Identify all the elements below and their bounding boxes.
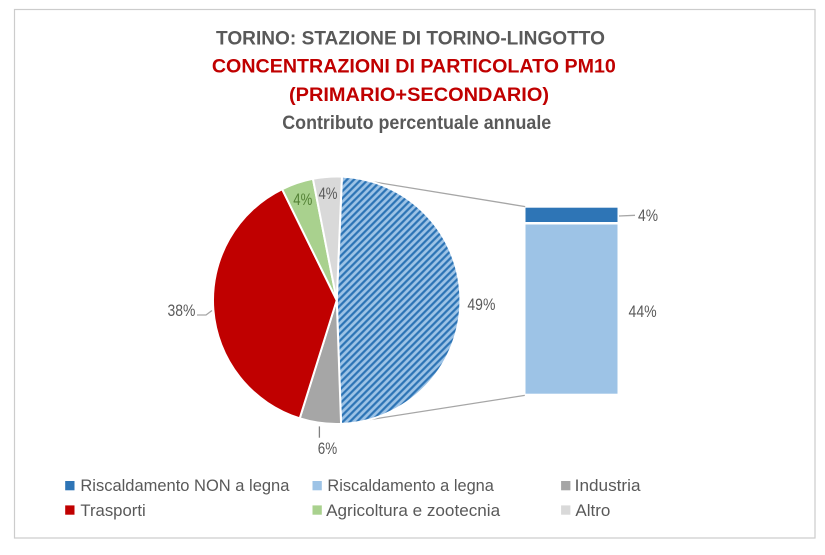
svg-text:Contributo percentuale annuale: Contributo percentuale annuale	[282, 113, 551, 134]
svg-text:49%: 49%	[467, 295, 495, 314]
svg-text:Riscaldamento NON a legna: Riscaldamento NON a legna	[80, 476, 290, 495]
svg-text:Industria: Industria	[575, 476, 641, 495]
svg-text:Riscaldamento a legna: Riscaldamento a legna	[327, 476, 494, 495]
svg-text:Altro: Altro	[575, 501, 610, 520]
svg-text:CONCENTRAZIONI DI PARTICOLATO: CONCENTRAZIONI DI PARTICOLATO PM10	[212, 57, 616, 78]
svg-text:Agricoltura e zootecnia: Agricoltura e zootecnia	[326, 501, 501, 520]
svg-text:38%: 38%	[168, 301, 196, 320]
svg-text:44%: 44%	[629, 302, 657, 321]
svg-text:(PRIMARIO+SECONDARIO): (PRIMARIO+SECONDARIO)	[289, 85, 549, 106]
svg-text:6%: 6%	[318, 439, 337, 458]
svg-text:4%: 4%	[638, 206, 658, 225]
svg-text:4%: 4%	[293, 191, 312, 209]
svg-text:TORINO: STAZIONE DI TORINO-LIN: TORINO: STAZIONE DI TORINO-LINGOTTO	[216, 29, 605, 50]
svg-text:Trasporti: Trasporti	[80, 501, 145, 520]
svg-text:4%: 4%	[319, 185, 338, 203]
